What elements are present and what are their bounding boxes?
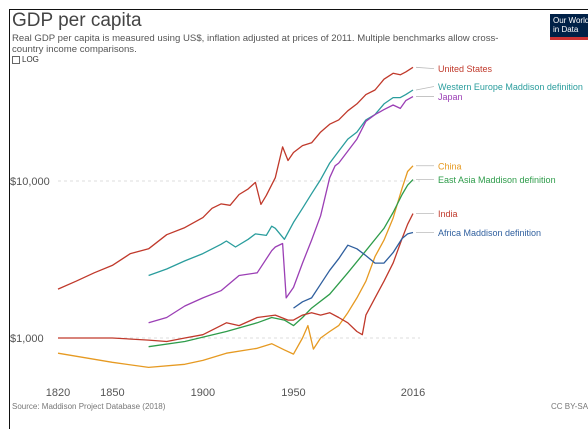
- checkbox-icon[interactable]: [12, 55, 20, 64]
- series-line-india[interactable]: [58, 213, 414, 343]
- log-toggle-label: LOG: [22, 55, 39, 64]
- line-chart: $1,000 $10,000 1820 1850 1900 1950 2016 United …: [10, 64, 583, 399]
- series-line-united-states[interactable]: [57, 66, 414, 290]
- series-label-united-states[interactable]: United States: [438, 64, 493, 74]
- series-line-japan[interactable]: [148, 96, 414, 324]
- series-line-africa-maddison-definition[interactable]: [293, 231, 414, 309]
- chart-title: GDP per capita: [12, 10, 142, 31]
- series-connector-united-states: [415, 66, 435, 69]
- series-label-africa-maddison-definition[interactable]: Africa Maddison definition: [438, 228, 541, 238]
- series-line-western-europe-maddison-definition[interactable]: [148, 89, 414, 277]
- logo-line-1: Our World: [553, 16, 588, 25]
- series-connector-western-europe-maddison-definition: [415, 86, 435, 91]
- x-tick-label-0: 1820: [46, 387, 70, 399]
- chart-frame: [9, 9, 588, 429]
- x-tick-label-4: 2016: [401, 387, 425, 399]
- series-label-east-asia-maddison-definition[interactable]: East Asia Maddison definition: [438, 175, 556, 185]
- series-label-western-europe-maddison-definition[interactable]: Western Europe Maddison definition: [438, 82, 583, 92]
- license-note[interactable]: CC BY-SA: [551, 402, 588, 411]
- x-tick-label-2: 1900: [191, 387, 215, 399]
- owid-logo[interactable]: Our World in Data: [550, 14, 588, 40]
- logo-line-2: in Data: [553, 25, 579, 34]
- series-label-india[interactable]: India: [438, 209, 458, 219]
- series-label-china[interactable]: China: [438, 161, 462, 171]
- log-scale-toggle[interactable]: LOG: [12, 55, 39, 64]
- source-note: Source: Maddison Project Database (2018): [12, 402, 166, 411]
- x-tick-label-1: 1850: [100, 387, 124, 399]
- y-tick-label-1: $10,000: [10, 176, 50, 188]
- y-tick-label-0: $1,000: [10, 333, 44, 345]
- series-line-china[interactable]: [57, 165, 414, 369]
- x-tick-label-3: 1950: [281, 387, 305, 399]
- chart-subtitle: Real GDP per capita is measured using US…: [12, 33, 499, 55]
- series-line-east-asia-maddison-definition[interactable]: [148, 179, 414, 348]
- series-label-japan[interactable]: Japan: [438, 92, 463, 102]
